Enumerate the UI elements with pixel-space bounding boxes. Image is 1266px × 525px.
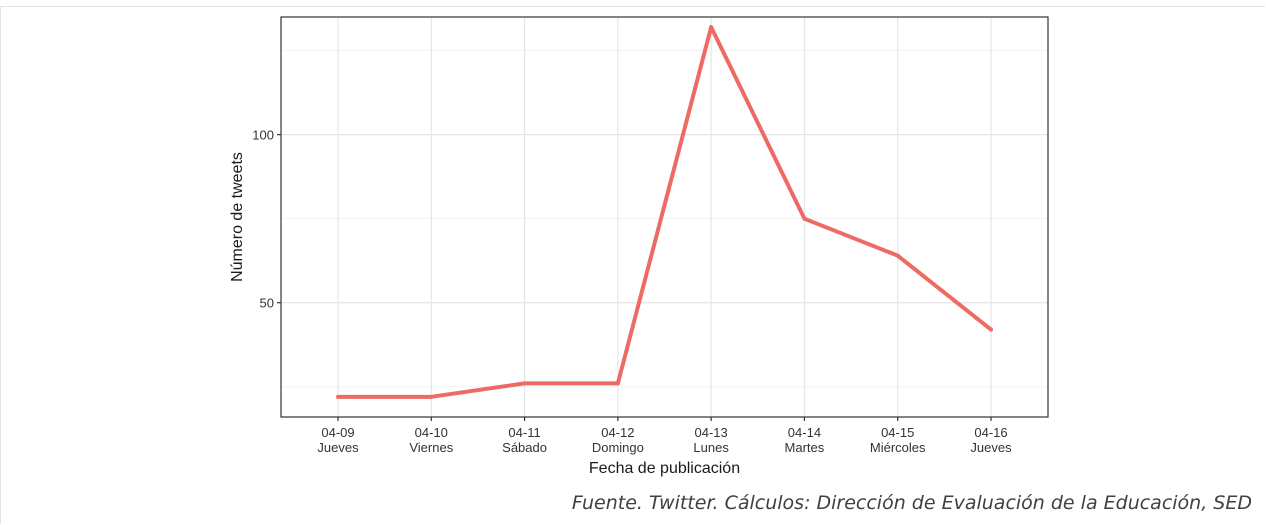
data-point (895, 253, 900, 258)
data-point (709, 25, 714, 30)
x-tick-label: 04-13 Lunes (693, 425, 729, 455)
x-tick-date: 04-11 (508, 425, 540, 440)
data-point (802, 216, 807, 221)
x-tick-weekday: Viernes (409, 440, 453, 455)
x-tick-weekday: Martes (785, 440, 825, 455)
x-tick-date: 04-09 (321, 425, 354, 440)
x-axis-title: Fecha de publicación (589, 460, 740, 477)
x-tick-date: 04-15 (881, 425, 914, 440)
major-gridlines (281, 17, 1048, 417)
data-point (615, 381, 620, 386)
x-tick-label: 04-16 Jueves (970, 425, 1012, 455)
x-tick-label: 04-14 Martes (785, 425, 825, 455)
x-tick-weekday: Jueves (970, 440, 1012, 455)
x-tick-date: 04-13 (695, 425, 728, 440)
x-tick-date: 04-14 (788, 425, 821, 440)
x-tick-date: 04-12 (601, 425, 634, 440)
x-tick-label: 04-09 Jueves (317, 425, 359, 455)
x-tick-weekday: Jueves (317, 440, 359, 455)
minor-gridlines (281, 50, 1048, 388)
data-point (989, 327, 993, 332)
data-point (336, 394, 340, 399)
data-point (522, 381, 527, 386)
plot-panel-border (280, 16, 1049, 418)
series-line (338, 25, 993, 399)
y-tick-label: 100 (252, 128, 274, 143)
data-point (429, 394, 434, 399)
x-tick-weekday: Domingo (592, 440, 644, 455)
x-tick-label: 04-12 Domingo (592, 425, 644, 455)
source-note: Fuente. Twitter. Cálculos: Dirección de … (571, 492, 1252, 514)
x-tick-weekday: Lunes (693, 440, 729, 455)
x-tick-date: 04-16 (974, 425, 1007, 440)
y-tick-label: 50 (260, 296, 274, 311)
x-tick-label: 04-10 Viernes (409, 425, 453, 455)
y-axis-ticks: 50 100 (252, 128, 281, 311)
x-tick-label: 04-15 Miércoles (870, 425, 926, 455)
figure-frame (0, 6, 1265, 524)
y-axis-title: Número de tweets (229, 152, 246, 282)
x-tick-weekday: Sábado (502, 440, 547, 455)
x-tick-label: 04-11 Sábado (502, 425, 547, 455)
x-tick-date: 04-10 (415, 425, 448, 440)
x-tick-weekday: Miércoles (870, 440, 926, 455)
series-layer (336, 25, 993, 399)
